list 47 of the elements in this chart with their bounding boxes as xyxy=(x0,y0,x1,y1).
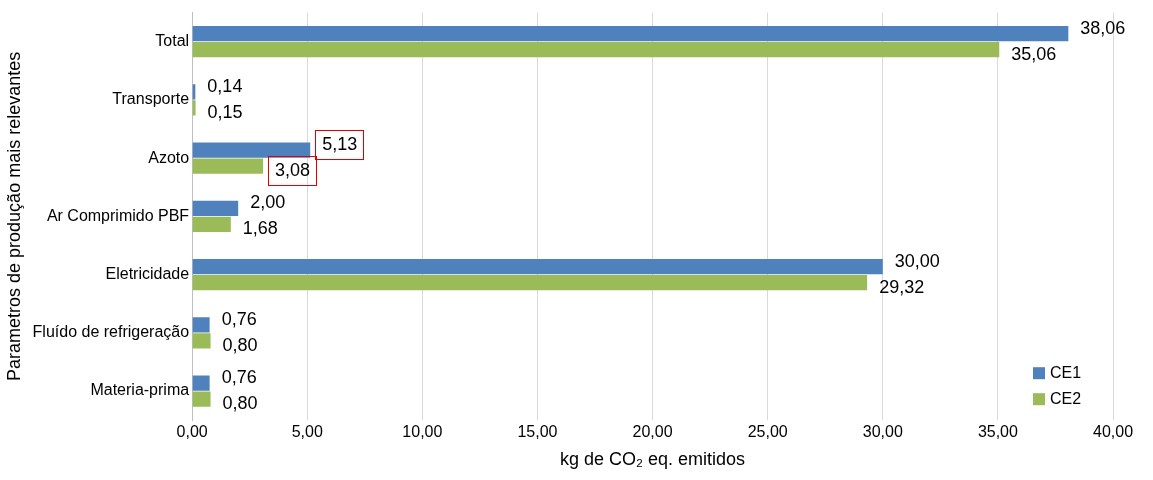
bar xyxy=(192,100,196,116)
x-tick-label: 0,00 xyxy=(176,423,208,441)
x-tick-label: 25,00 xyxy=(747,423,788,441)
bar xyxy=(192,200,239,216)
bar xyxy=(192,259,883,275)
legend-label: CE2 xyxy=(1050,389,1082,407)
bar xyxy=(192,26,1069,42)
y-tick-label: Transporte xyxy=(112,90,190,108)
y-tick-label: Materia-prima xyxy=(90,381,190,399)
y-tick-label: Ar Comprimido PBF xyxy=(46,206,190,224)
legend-label: CE1 xyxy=(1050,363,1082,381)
y-axis-title: Parametros de produção mais relevantes xyxy=(3,51,24,381)
x-tick-label: 35,00 xyxy=(977,423,1019,441)
data-label: 0,80 xyxy=(222,334,258,355)
x-tick-label: 10,00 xyxy=(402,423,443,441)
y-tick-label: Total xyxy=(155,32,190,50)
bar xyxy=(192,317,210,333)
x-tick-label: 40,00 xyxy=(1092,423,1134,441)
bar xyxy=(192,158,264,174)
x-axis-title: kg de CO₂ eq. emitidos xyxy=(560,449,746,470)
bar xyxy=(192,391,211,407)
data-label: 3,08 xyxy=(275,160,311,181)
x-tick-label: 30,00 xyxy=(862,423,903,441)
y-tick-label: Fluído de refrigeração xyxy=(32,323,190,341)
y-tick-label: Azoto xyxy=(148,148,190,166)
bar xyxy=(192,333,211,349)
data-label: 38,06 xyxy=(1080,17,1126,38)
data-label: 0,76 xyxy=(221,308,257,329)
bar xyxy=(192,216,231,233)
data-label: 0,15 xyxy=(207,101,243,122)
data-label: 5,13 xyxy=(322,134,358,155)
data-label: 1,68 xyxy=(242,218,278,239)
data-label: 0,76 xyxy=(221,367,257,388)
x-tick-label: 20,00 xyxy=(632,423,673,441)
x-tick-label: 5,00 xyxy=(291,423,323,441)
data-label: 2,00 xyxy=(250,192,286,213)
data-label: 0,14 xyxy=(207,75,243,96)
bar xyxy=(192,375,210,391)
data-label: 29,32 xyxy=(879,276,925,297)
y-tick-label: Eletricidade xyxy=(105,265,190,283)
bar xyxy=(192,275,868,291)
bar xyxy=(192,42,1000,58)
data-label: 0,80 xyxy=(222,393,258,414)
x-tick-label: 15,00 xyxy=(517,423,558,441)
data-label: 30,00 xyxy=(894,250,940,271)
data-label: 35,06 xyxy=(1011,43,1057,64)
bar xyxy=(192,142,311,158)
